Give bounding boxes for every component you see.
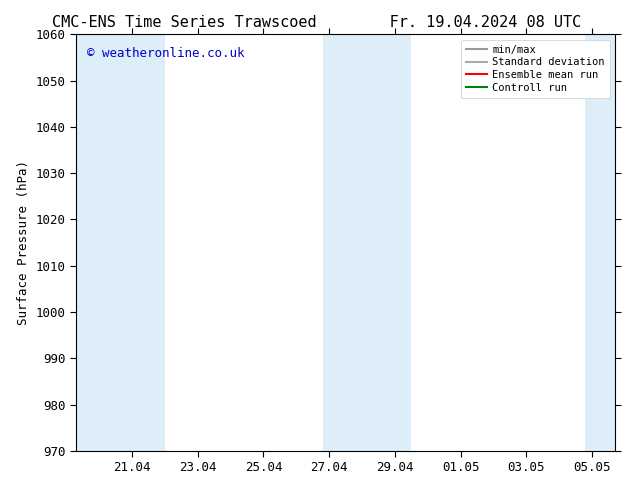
Bar — [323, 34, 411, 451]
Bar — [76, 34, 165, 451]
Text: CMC-ENS Time Series Trawscoed        Fr. 19.04.2024 08 UTC: CMC-ENS Time Series Trawscoed Fr. 19.04.… — [53, 15, 581, 30]
Legend: min/max, Standard deviation, Ensemble mean run, Controll run: min/max, Standard deviation, Ensemble me… — [461, 40, 610, 98]
Bar — [585, 34, 615, 451]
Text: © weatheronline.co.uk: © weatheronline.co.uk — [87, 47, 244, 60]
Y-axis label: Surface Pressure (hPa): Surface Pressure (hPa) — [17, 160, 30, 325]
